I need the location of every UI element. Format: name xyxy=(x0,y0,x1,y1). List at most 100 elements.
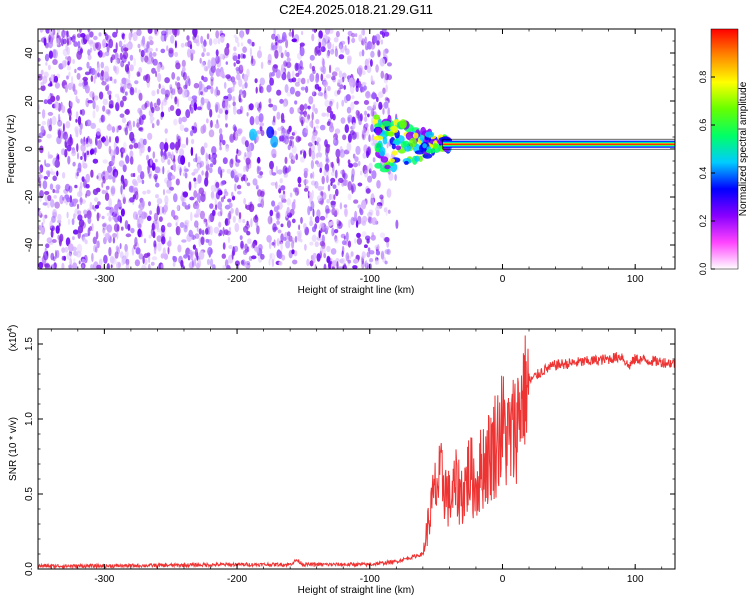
spectrogram-cell xyxy=(299,111,305,115)
spectrogram-cell xyxy=(224,218,228,226)
spectrogram-cell xyxy=(114,148,118,155)
spectrogram-cell xyxy=(300,77,306,85)
spectrogram-cell xyxy=(254,78,258,84)
spectrogram-cell xyxy=(72,262,78,269)
spectrogram-cell xyxy=(297,77,302,83)
spectrogram-cell xyxy=(244,152,247,157)
spectrogram-cell xyxy=(55,225,60,234)
spectrogram-cell xyxy=(172,29,178,36)
spectrogram-cell xyxy=(312,69,316,75)
spectrogram-cell xyxy=(80,156,83,160)
spectrogram-cell xyxy=(242,249,248,255)
spectrogram-cell xyxy=(319,215,326,221)
spectrogram-cell xyxy=(40,85,46,92)
spectrogram-cell xyxy=(101,114,104,123)
spectrogram-cell xyxy=(200,97,205,106)
spectrogram-cell xyxy=(295,135,301,143)
spectrogram-cell xyxy=(209,163,214,168)
spectrogram-cell xyxy=(125,67,130,75)
spectrogram-cell xyxy=(233,245,239,253)
spectrogram-cell xyxy=(87,49,91,56)
spectrogram-cell xyxy=(308,192,312,197)
spectrogram-cell xyxy=(177,86,183,95)
spectrogram-cell xyxy=(278,45,283,54)
spectrogram-cell xyxy=(338,41,344,50)
spectrogram-cell xyxy=(351,185,354,195)
spectrogram-cell xyxy=(194,257,197,267)
spectrogram-cell xyxy=(327,49,330,57)
spectrogram-cell xyxy=(257,174,263,179)
spectrogram-cell xyxy=(106,263,110,269)
spectrogram-cell xyxy=(331,207,336,216)
spectrogram-cell xyxy=(366,147,371,157)
spectrogram-cell xyxy=(172,161,176,171)
spectrogram-cell xyxy=(201,170,204,176)
spectrogram-cell xyxy=(118,160,125,167)
spectrogram-cell xyxy=(300,150,302,155)
spectrogram-cell xyxy=(235,154,238,162)
spectrogram-cell xyxy=(185,109,191,119)
spectrogram-cell xyxy=(238,94,242,103)
spectrogram-cell xyxy=(193,102,197,111)
spectrogram-cell xyxy=(322,58,325,68)
spectrogram-cell xyxy=(50,252,55,261)
spectrogram-cell xyxy=(324,90,327,99)
spectrogram-cell xyxy=(234,36,239,43)
spectrogram-cell xyxy=(165,189,172,194)
spectrogram-cell xyxy=(424,131,435,138)
spectrogram-cell xyxy=(375,206,380,212)
spectrogram-cell xyxy=(137,228,142,238)
spectrogram-cell xyxy=(75,118,78,123)
spectrogram-cell xyxy=(132,172,136,178)
spectrogram-cell xyxy=(208,129,215,138)
spectrogram-cell xyxy=(322,186,325,190)
spectrogram-cell xyxy=(57,119,63,127)
spectrogram-cell xyxy=(270,71,275,77)
spectrogram-cell xyxy=(339,78,343,85)
spectrogram-cell xyxy=(63,255,67,261)
spectrogram-cell xyxy=(38,138,42,143)
spectrogram-cell xyxy=(259,86,264,94)
spectrogram-cell xyxy=(133,142,139,149)
spectrogram-cell xyxy=(41,222,44,229)
spectrogram-cell xyxy=(259,125,263,132)
spectrogram-cell xyxy=(192,244,196,250)
spectrogram-cell xyxy=(177,244,182,253)
spectrogram-cell xyxy=(39,164,44,173)
spectrogram-cell xyxy=(298,224,301,231)
spectrogram-cell xyxy=(72,59,75,64)
spectrogram-cell xyxy=(95,242,99,248)
spectrogram-cell xyxy=(76,33,82,38)
spectrogram-cell xyxy=(337,158,340,167)
spectrogram-cell xyxy=(345,231,349,242)
spectrogram-cell xyxy=(119,113,125,118)
spectrogram-cell xyxy=(126,83,132,90)
spectrogram-cell xyxy=(198,250,205,260)
spectrogram-cell xyxy=(79,186,82,193)
spectrogram-cell xyxy=(187,48,191,58)
spectrogram-cell xyxy=(284,61,289,67)
spectrogram-cell xyxy=(254,115,260,126)
spectrogram-cell xyxy=(321,112,327,117)
spectrogram-cell xyxy=(361,131,366,141)
spectrogram-cell xyxy=(38,104,41,110)
spectrogram-cell xyxy=(64,246,69,253)
spectrogram-cell xyxy=(387,131,395,137)
spectrogram-cell xyxy=(44,194,49,202)
spectrogram-cell xyxy=(42,202,48,206)
spectrogram-cell xyxy=(225,61,228,65)
figure-title: C2E4.2025.018.21.29.G11 xyxy=(279,2,433,17)
spectrogram-cell xyxy=(243,74,249,83)
spectrogram-cell xyxy=(102,228,106,237)
spectrogram-cell xyxy=(138,204,141,209)
spectrogram-cell xyxy=(329,100,333,107)
spectrogram-cell xyxy=(210,57,216,67)
spectrogram-cell xyxy=(320,190,324,197)
spectrogram-cell xyxy=(39,190,44,199)
spectrogram-cell xyxy=(330,248,337,255)
spectrogram-cell xyxy=(334,128,341,134)
spectrogram-cell xyxy=(190,107,194,114)
spectrogram-cell xyxy=(419,135,425,141)
spectrogram-cell xyxy=(75,250,82,258)
spectrogram-cell xyxy=(340,233,346,239)
